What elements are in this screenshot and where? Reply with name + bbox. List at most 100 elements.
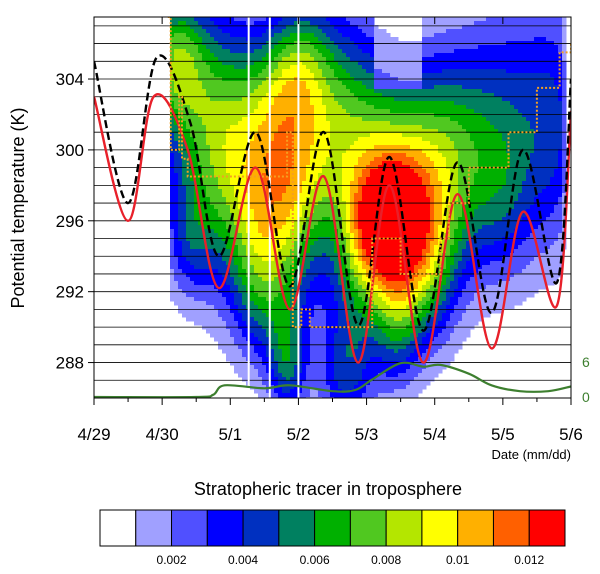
contour-cell	[222, 261, 227, 266]
contour-cell	[350, 257, 355, 262]
contour-cell	[310, 277, 315, 282]
contour-cell	[350, 281, 355, 286]
contour-cell	[362, 281, 367, 286]
contour-cell	[178, 269, 183, 274]
contour-cell	[270, 381, 275, 386]
contour-cell	[214, 209, 219, 214]
contour-cell	[254, 357, 259, 362]
contour-cell	[182, 217, 187, 222]
contour-cell	[250, 277, 255, 282]
contour-cell	[190, 45, 195, 50]
contour-cell	[310, 281, 315, 286]
contour-cell	[274, 297, 279, 302]
contour-cell	[250, 365, 255, 370]
contour-cell	[334, 113, 339, 118]
contour-cell	[230, 285, 235, 290]
contour-cell	[226, 345, 231, 350]
contour-cell	[238, 317, 243, 322]
contour-cell	[342, 109, 347, 114]
contour-cell	[302, 113, 307, 118]
contour-cell	[318, 317, 323, 322]
contour-cell	[222, 309, 227, 314]
contour-cell	[294, 289, 299, 294]
contour-cell	[382, 169, 387, 174]
contour-cell	[350, 369, 355, 374]
contour-cell	[266, 337, 271, 342]
contour-cell	[270, 73, 275, 78]
contour-cell	[262, 109, 267, 114]
contour-cell	[238, 113, 243, 118]
contour-cell	[286, 297, 291, 302]
contour-cell	[182, 229, 187, 234]
contour-cell	[242, 121, 247, 126]
contour-cell	[278, 293, 283, 298]
contour-cell	[262, 45, 267, 50]
contour-cell	[362, 69, 367, 74]
contour-cell	[290, 273, 295, 278]
contour-cell	[310, 369, 315, 374]
contour-cell	[306, 109, 311, 114]
contour-cell	[290, 197, 295, 202]
contour-cell	[346, 129, 351, 134]
contour-cell	[310, 133, 315, 138]
contour-cell	[374, 169, 379, 174]
contour-cell	[378, 141, 383, 146]
contour-cell	[254, 61, 259, 66]
contour-cell	[278, 365, 283, 370]
contour-cell	[298, 333, 303, 338]
contour-cell	[286, 141, 291, 146]
contour-cell	[286, 205, 291, 210]
contour-cell	[262, 21, 267, 26]
contour-cell	[390, 37, 395, 42]
contour-cell	[278, 73, 283, 78]
contour-cell	[286, 285, 291, 290]
contour-cell	[282, 385, 287, 390]
contour-cell	[186, 177, 191, 182]
contour-cell	[182, 273, 187, 278]
contour-cell	[250, 49, 255, 54]
contour-cell	[202, 97, 207, 102]
contour-cell	[294, 53, 299, 58]
contour-cell	[378, 329, 383, 334]
contour-cell	[238, 305, 243, 310]
contour-cell	[354, 25, 359, 30]
contour-cell	[306, 85, 311, 90]
contour-cell	[294, 161, 299, 166]
contour-cell	[238, 373, 243, 378]
contour-cell	[330, 345, 335, 350]
contour-cell	[286, 45, 291, 50]
contour-cell	[214, 205, 219, 210]
contour-cell	[182, 133, 187, 138]
contour-cell	[334, 293, 339, 298]
contour-cell	[258, 245, 263, 250]
contour-cell	[174, 49, 179, 54]
contour-cell	[366, 85, 371, 90]
contour-cell	[270, 177, 275, 182]
contour-cell	[198, 53, 203, 58]
contour-cell	[302, 337, 307, 342]
contour-cell	[298, 53, 303, 58]
contour-cell	[350, 321, 355, 326]
contour-cell	[198, 317, 203, 322]
contour-cell	[302, 229, 307, 234]
contour-cell	[386, 317, 391, 322]
contour-cell	[238, 237, 243, 242]
contour-cell	[314, 57, 319, 62]
contour-cell	[190, 261, 195, 266]
contour-cell	[230, 329, 235, 334]
contour-cell	[174, 189, 179, 194]
contour-cell	[186, 61, 191, 66]
contour-cell	[294, 233, 299, 238]
contour-cell	[198, 285, 203, 290]
contour-cell	[346, 161, 351, 166]
contour-cell	[186, 181, 191, 186]
contour-cell	[182, 129, 187, 134]
contour-cell	[358, 125, 363, 130]
contour-cell	[334, 301, 339, 306]
contour-cell	[382, 341, 387, 346]
contour-cell	[338, 277, 343, 282]
contour-cell	[198, 257, 203, 262]
contour-cell	[170, 269, 175, 274]
contour-cell	[214, 229, 219, 234]
contour-cell	[306, 285, 311, 290]
